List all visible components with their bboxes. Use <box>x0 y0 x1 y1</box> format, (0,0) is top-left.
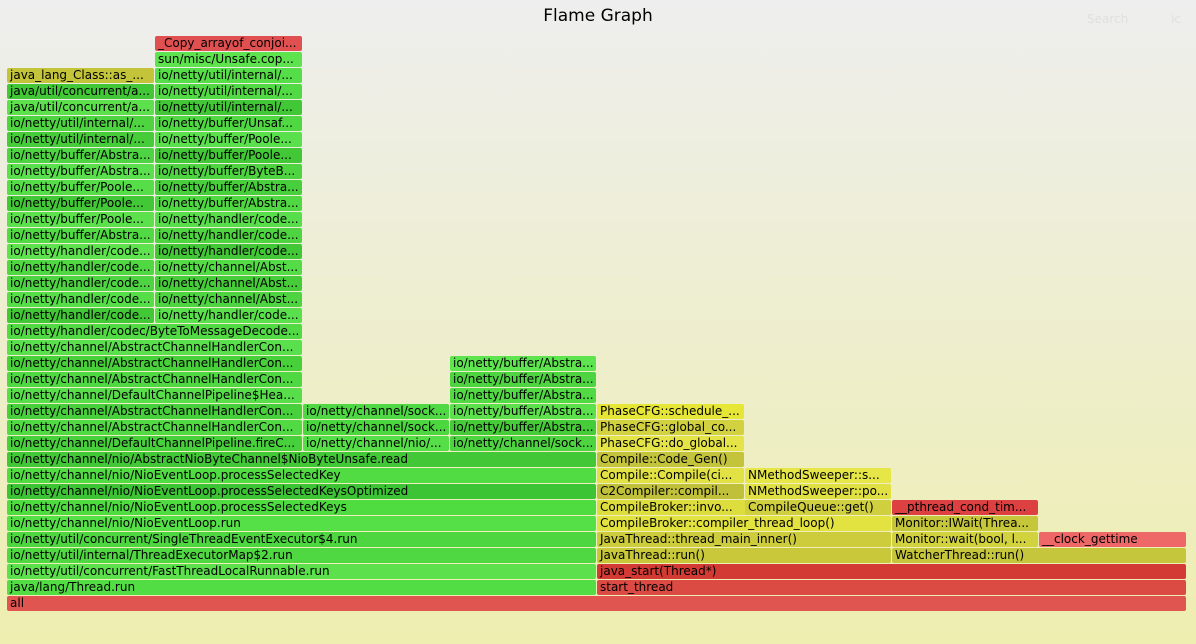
flame-frame[interactable]: io/netty/channel/nio/NioEventLoop.proces… <box>7 468 596 483</box>
flame-frame[interactable]: io/netty/handler/code... <box>155 228 302 243</box>
flame-frame[interactable]: io/netty/channel/AbstractChannelHandlerC… <box>7 340 302 355</box>
flame-frame[interactable]: io/netty/channel/Abst... <box>155 292 302 307</box>
flame-frame[interactable]: io/netty/handler/code... <box>7 244 154 259</box>
flame-frame[interactable]: io/netty/util/internal/ThreadExecutorMap… <box>7 548 596 563</box>
flame-frame[interactable]: io/netty/buffer/Abstra... <box>7 228 154 243</box>
flame-frame[interactable]: _Copy_arrayof_conjoi... <box>155 36 302 51</box>
flame-frame[interactable]: io/netty/channel/nio/AbstractNioByteChan… <box>7 452 596 467</box>
flame-frame[interactable]: Monitor::wait(bool, l... <box>892 532 1038 547</box>
flame-frame[interactable]: io/netty/channel/DefaultChannelPipeline.… <box>7 436 302 451</box>
flame-frame[interactable]: io/netty/buffer/ByteB... <box>155 164 302 179</box>
flame-frame[interactable]: io/netty/channel/AbstractChannelHandlerC… <box>7 356 302 371</box>
flame-frame[interactable]: io/netty/buffer/Poole... <box>7 180 154 195</box>
flame-frame[interactable]: PhaseCFG::schedule_... <box>597 404 744 419</box>
flame-frame[interactable]: NMethodSweeper::s... <box>745 468 891 483</box>
flame-frame[interactable]: io/netty/buffer/Poole... <box>7 212 154 227</box>
flame-frame[interactable]: io/netty/handler/code... <box>7 260 154 275</box>
flame-frame[interactable]: java/util/concurrent/a... <box>7 84 154 99</box>
ignore-case-toggle[interactable]: ic <box>1171 12 1181 26</box>
flame-frame[interactable]: io/netty/handler/code... <box>7 308 154 323</box>
flame-frame[interactable]: io/netty/util/concurrent/SingleThreadEve… <box>7 532 596 547</box>
flame-frame[interactable]: io/netty/channel/sock... <box>450 436 596 451</box>
flame-frame[interactable]: io/netty/buffer/Abstra... <box>7 148 154 163</box>
flame-frame[interactable]: start_thread <box>597 580 1186 595</box>
flame-frame[interactable]: io/netty/buffer/Abstra... <box>7 164 154 179</box>
flame-frame[interactable]: io/netty/channel/nio/NioEventLoop.proces… <box>7 500 596 515</box>
flame-frame[interactable]: io/netty/handler/code... <box>7 292 154 307</box>
flame-frame[interactable]: io/netty/handler/code... <box>155 308 302 323</box>
flame-frame[interactable]: CompileBroker::compiler_thread_loop() <box>597 516 891 531</box>
flame-frame[interactable]: io/netty/buffer/Abstra... <box>450 420 596 435</box>
flame-frame[interactable]: io/netty/buffer/Poole... <box>7 196 154 211</box>
flame-frame[interactable]: io/netty/util/internal/... <box>155 100 302 115</box>
flame-frame[interactable]: io/netty/channel/sock... <box>303 404 449 419</box>
flame-frame[interactable]: PhaseCFG::global_co... <box>597 420 744 435</box>
flame-frame[interactable]: io/netty/buffer/Unsaf... <box>155 116 302 131</box>
flame-frame[interactable]: io/netty/buffer/Abstra... <box>450 372 596 387</box>
flame-frame[interactable]: WatcherThread::run() <box>892 548 1186 563</box>
flame-frame[interactable]: io/netty/buffer/Abstra... <box>450 404 596 419</box>
flame-frame[interactable]: Compile::Compile(ci... <box>597 468 744 483</box>
page-title: Flame Graph <box>543 6 653 26</box>
flame-frame[interactable]: io/netty/buffer/Poole... <box>155 148 302 163</box>
flame-frame[interactable]: io/netty/buffer/Abstra... <box>450 356 596 371</box>
flame-frame[interactable]: __clock_gettime <box>1039 532 1186 547</box>
flame-frame[interactable]: io/netty/channel/nio/NioEventLoop.run <box>7 516 596 531</box>
flame-frame[interactable]: CompileQueue::get() <box>745 500 891 515</box>
flame-frame[interactable]: io/netty/handler/code... <box>155 244 302 259</box>
search-button[interactable]: Search <box>1087 12 1129 26</box>
flame-frame[interactable]: io/netty/handler/code... <box>155 212 302 227</box>
flame-frame[interactable]: java_start(Thread*) <box>597 564 1186 579</box>
flame-frame[interactable]: io/netty/channel/AbstractChannelHandlerC… <box>7 420 302 435</box>
flame-frame[interactable]: io/netty/channel/nio/NioEventLoop.proces… <box>7 484 596 499</box>
flame-frame[interactable]: io/netty/channel/AbstractChannelHandlerC… <box>7 372 302 387</box>
flame-frame[interactable]: io/netty/util/internal/... <box>7 132 154 147</box>
flame-frame[interactable]: io/netty/buffer/Abstra... <box>155 180 302 195</box>
flame-frame[interactable]: io/netty/channel/nio/... <box>303 436 449 451</box>
flame-frame[interactable]: io/netty/buffer/Poole... <box>155 132 302 147</box>
flame-frame[interactable]: io/netty/channel/Abst... <box>155 260 302 275</box>
flame-frame[interactable]: io/netty/channel/sock... <box>303 420 449 435</box>
flame-frame[interactable]: Monitor::IWait(Threa... <box>892 516 1038 531</box>
flame-frame[interactable]: io/netty/util/internal/... <box>7 116 154 131</box>
flame-frame[interactable]: io/netty/buffer/Abstra... <box>155 196 302 211</box>
flame-frame[interactable]: java_lang_Class::as_... <box>7 68 154 83</box>
flame-frame[interactable]: __pthread_cond_tim... <box>892 500 1038 515</box>
flame-frame[interactable]: io/netty/util/internal/... <box>155 68 302 83</box>
flame-frame[interactable]: io/netty/util/internal/... <box>155 84 302 99</box>
flame-frame[interactable]: io/netty/channel/AbstractChannelHandlerC… <box>7 404 302 419</box>
flame-frame[interactable]: io/netty/channel/Abst... <box>155 276 302 291</box>
flame-frame[interactable]: io/netty/util/concurrent/FastThreadLocal… <box>7 564 596 579</box>
flame-frame[interactable]: C2Compiler::compil... <box>597 484 744 499</box>
flame-frame[interactable]: sun/misc/Unsafe.cop... <box>155 52 302 67</box>
flame-frame[interactable]: NMethodSweeper::po... <box>745 484 891 499</box>
flame-frame[interactable]: io/netty/buffer/Abstra... <box>450 388 596 403</box>
flame-frame[interactable]: PhaseCFG::do_global... <box>597 436 744 451</box>
flame-frame[interactable]: JavaThread::run() <box>597 548 891 563</box>
flame-frame[interactable]: io/netty/channel/DefaultChannelPipeline$… <box>7 388 302 403</box>
flame-frame[interactable]: Compile::Code_Gen() <box>597 452 744 467</box>
flame-frame[interactable]: all <box>7 596 1186 611</box>
flame-frame[interactable]: java/util/concurrent/a... <box>7 100 154 115</box>
flame-frame[interactable]: io/netty/handler/codec/ByteToMessageDeco… <box>7 324 302 339</box>
flame-frame[interactable]: io/netty/handler/code... <box>7 276 154 291</box>
flame-frame[interactable]: java/lang/Thread.run <box>7 580 596 595</box>
flame-frame[interactable]: JavaThread::thread_main_inner() <box>597 532 891 547</box>
